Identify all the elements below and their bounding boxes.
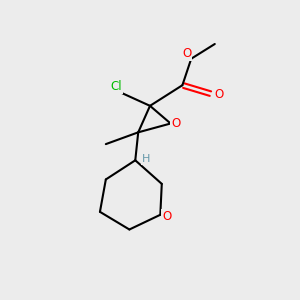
Text: O: O bbox=[171, 117, 181, 130]
Text: O: O bbox=[182, 47, 191, 60]
Text: H: H bbox=[142, 154, 151, 164]
Text: Cl: Cl bbox=[110, 80, 122, 93]
Text: O: O bbox=[214, 88, 224, 100]
Text: O: O bbox=[162, 210, 171, 223]
